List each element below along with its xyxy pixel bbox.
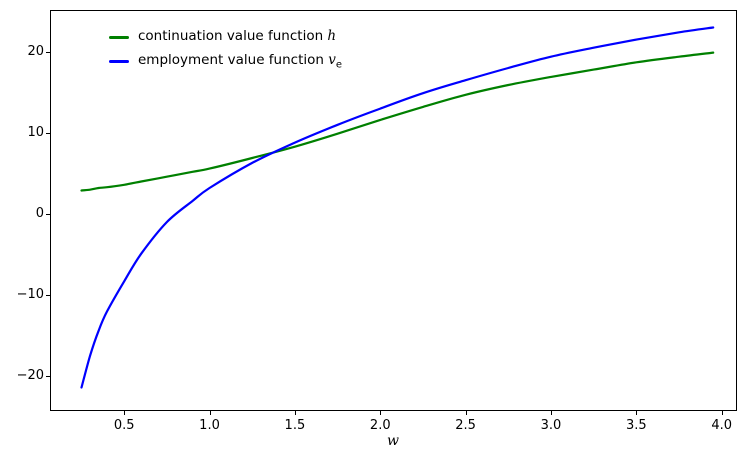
x-tick-label: 1.5 — [284, 418, 306, 433]
x-tick-label: 3.5 — [626, 418, 647, 433]
legend-item-h: continuation value function h — [109, 28, 342, 46]
y-tick-label: −20 — [16, 368, 44, 384]
y-tick-mark — [46, 132, 50, 134]
y-tick-label: 0 — [35, 205, 44, 221]
x-tick-mark — [636, 411, 638, 415]
x-tick-mark — [465, 411, 467, 415]
y-tick-label: 20 — [27, 43, 44, 59]
y-tick-mark — [46, 295, 50, 297]
series-ve-line — [80, 26, 715, 389]
x-tick-mark — [721, 411, 723, 415]
x-tick-label: 0.5 — [113, 418, 135, 433]
y-tick-mark — [46, 376, 50, 378]
x-tick-label: 2.0 — [369, 418, 391, 433]
y-tick-mark — [46, 213, 50, 215]
x-axis-label: w — [387, 433, 399, 449]
legend-line-green — [109, 36, 129, 39]
x-tick-mark — [294, 411, 296, 415]
x-tick-mark — [380, 411, 382, 415]
x-tick-label: 1.0 — [199, 418, 220, 433]
legend-label-h: continuation value function h — [138, 28, 337, 45]
x-tick-mark — [209, 411, 211, 415]
x-tick-label: 3.0 — [540, 418, 562, 433]
y-tick-label: −10 — [16, 287, 44, 303]
legend-line-blue — [109, 60, 129, 63]
x-tick-label: 4.0 — [711, 418, 733, 433]
series-h-line — [80, 51, 715, 192]
legend-label-ve: employment value function ve — [138, 52, 343, 71]
x-tick-mark — [551, 411, 552, 415]
x-tick-label: 2.5 — [455, 418, 476, 433]
legend: continuation value function h employment… — [109, 28, 343, 71]
y-tick-mark — [46, 51, 50, 53]
curves-canvas — [80, 26, 715, 389]
plot-area: continuation value function h employment… — [50, 10, 737, 411]
y-tick-label: 10 — [27, 124, 44, 140]
legend-item-ve: employment value function ve — [109, 52, 343, 71]
x-tick-mark — [124, 411, 126, 415]
